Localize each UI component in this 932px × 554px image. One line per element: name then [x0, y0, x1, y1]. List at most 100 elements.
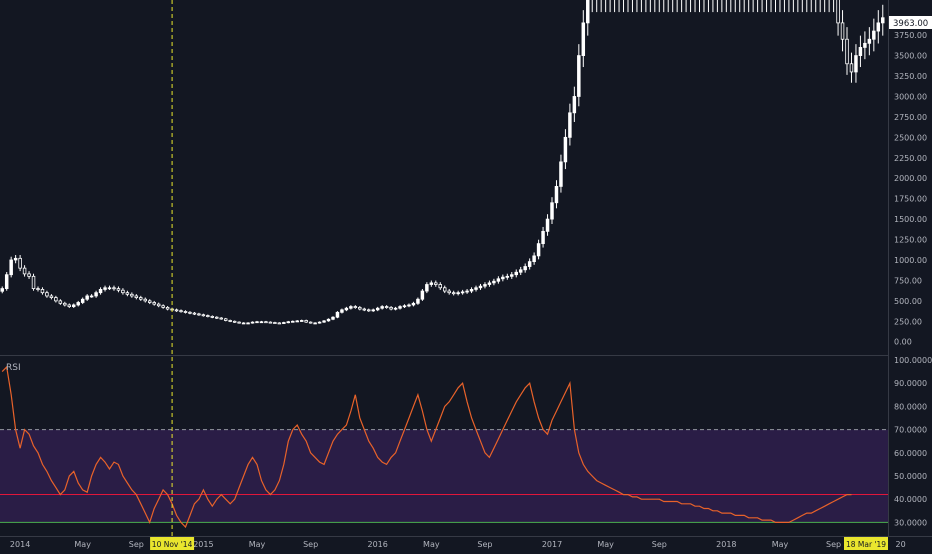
- rsi-axis-tick-label: 100.0000: [894, 356, 932, 365]
- price-candle-body: [268, 321, 273, 324]
- price-candle-body: [840, 22, 845, 40]
- price-candle-body: [442, 287, 447, 292]
- price-candle-body: [192, 312, 197, 315]
- price-axis-tick-label: 3250.00: [894, 72, 927, 81]
- price-candle-body: [232, 320, 237, 323]
- price-candle-body: [340, 309, 344, 313]
- price-candle-body: [876, 22, 881, 32]
- time-axis-tick-label: Sep: [826, 540, 841, 549]
- price-candle-body: [550, 202, 554, 220]
- price-candle-body: [867, 38, 872, 44]
- price-candle-body: [554, 186, 559, 204]
- price-candle-body: [237, 321, 241, 324]
- price-candle-body: [295, 320, 299, 323]
- price-candle-body: [76, 302, 80, 306]
- price-candle-body: [438, 284, 443, 289]
- price-candle-body: [465, 290, 469, 293]
- price-candle-body: [18, 257, 22, 269]
- price-candle-body: [523, 266, 527, 271]
- price-candle-body: [854, 55, 858, 73]
- rsi-axis-tick-label: 40.0000: [894, 495, 927, 504]
- price-candle-body: [161, 305, 165, 308]
- price-candle-body: [80, 298, 85, 303]
- price-candle-body: [246, 322, 250, 325]
- price-candle-body: [183, 311, 188, 313]
- price-candle-body: [255, 321, 259, 324]
- price-axis-tick-label: 2750.00: [894, 113, 927, 122]
- time-axis-tick-label: May: [423, 540, 440, 549]
- price-candle-body: [308, 321, 313, 324]
- price-candle-body: [165, 306, 170, 310]
- price-candle-body: [40, 289, 45, 294]
- price-axis-background: [888, 0, 932, 550]
- price-candle-body: [411, 302, 416, 306]
- rsi-axis-tick-label: 90.0000: [894, 379, 927, 388]
- rsi-axis-labels[interactable]: 30.0000 40.0000 50.0000 60.0000 70.0000 80.00…: [894, 356, 932, 527]
- price-candle-body: [174, 309, 179, 312]
- last-price-badge-box: [889, 16, 932, 29]
- rsi-series-line: [1, 365, 852, 529]
- price-candle-body: [384, 306, 389, 308]
- price-candle-body: [31, 275, 36, 289]
- price-candle-body: [581, 22, 586, 56]
- price-candle-body: [872, 30, 876, 40]
- price-candle-body: [456, 292, 460, 295]
- time-axis-tick-label: 2015: [193, 540, 213, 549]
- rsi-axis-tick-label: 30.0000: [894, 518, 927, 527]
- price-candle-body: [501, 276, 505, 280]
- time-axis-tick-label: 2016: [368, 540, 388, 549]
- price-axis-tick-label: 1500.00: [894, 215, 927, 224]
- crosshair-date-badge: [150, 537, 195, 550]
- price-candle-body: [85, 295, 89, 300]
- price-candle-body: [863, 42, 867, 48]
- price-candles: [0, 0, 885, 325]
- price-candle-body: [447, 290, 451, 294]
- time-axis-tick-label: May: [772, 540, 789, 549]
- price-candle-body: [206, 315, 210, 317]
- price-candle-body: [505, 275, 510, 278]
- price-axis-labels[interactable]: 0.00 250.00 500.00 750.00 1000.00 1250.00 1500…: [894, 31, 927, 347]
- price-candle-body: [291, 320, 295, 323]
- price-candle-body: [434, 282, 438, 285]
- price-candle-body: [197, 313, 201, 316]
- time-axis-labels[interactable]: 2014 May Sep 2015 May Sep 2016 May Sep 2017 May Sep…: [10, 540, 906, 549]
- price-candle-body: [563, 136, 568, 163]
- time-axis-tick-label: May: [74, 540, 91, 549]
- price-candle-body: [139, 297, 143, 300]
- price-candle-body: [510, 274, 514, 277]
- price-axis-tick-label: 2000.00: [894, 174, 927, 183]
- rsi-axis-tick-label: 70.0000: [894, 426, 927, 435]
- price-axis-tick-label: 3750.00: [894, 31, 927, 40]
- price-candle-body: [474, 287, 478, 290]
- price-candle-body: [335, 311, 340, 318]
- price-candle-body: [45, 292, 49, 297]
- price-candle-body: [836, 0, 840, 24]
- price-candle-body: [371, 309, 375, 312]
- time-axis-tick-label: Sep: [652, 540, 667, 549]
- price-candle-body: [541, 230, 545, 245]
- price-candle-body: [514, 271, 518, 276]
- time-axis-tick-label: Sep: [477, 540, 492, 549]
- price-candle-body: [572, 96, 577, 114]
- price-candle-body: [407, 304, 411, 307]
- price-axis-tick-label: 1750.00: [894, 195, 927, 204]
- price-candle-body: [94, 292, 98, 297]
- price-candle-body: [380, 306, 384, 309]
- price-candle-body: [9, 259, 13, 276]
- price-candle-body: [223, 318, 228, 321]
- price-candle-body: [496, 278, 501, 282]
- last-price-badge: 3963.00: [889, 16, 932, 29]
- time-axis-tick-label: 20: [896, 540, 906, 549]
- price-candle-body: [393, 307, 398, 310]
- price-candle-body: [103, 287, 107, 290]
- rsi-pane[interactable]: RSI: [0, 363, 888, 529]
- price-candle-body: [125, 292, 130, 295]
- time-axis-tick-label: 2014: [10, 540, 30, 549]
- price-candle-body: [282, 322, 286, 324]
- price-candle-body: [451, 292, 456, 295]
- price-axis-tick-label: 750.00: [894, 276, 922, 285]
- price-pane[interactable]: [0, 0, 885, 325]
- price-candle-body: [130, 293, 134, 297]
